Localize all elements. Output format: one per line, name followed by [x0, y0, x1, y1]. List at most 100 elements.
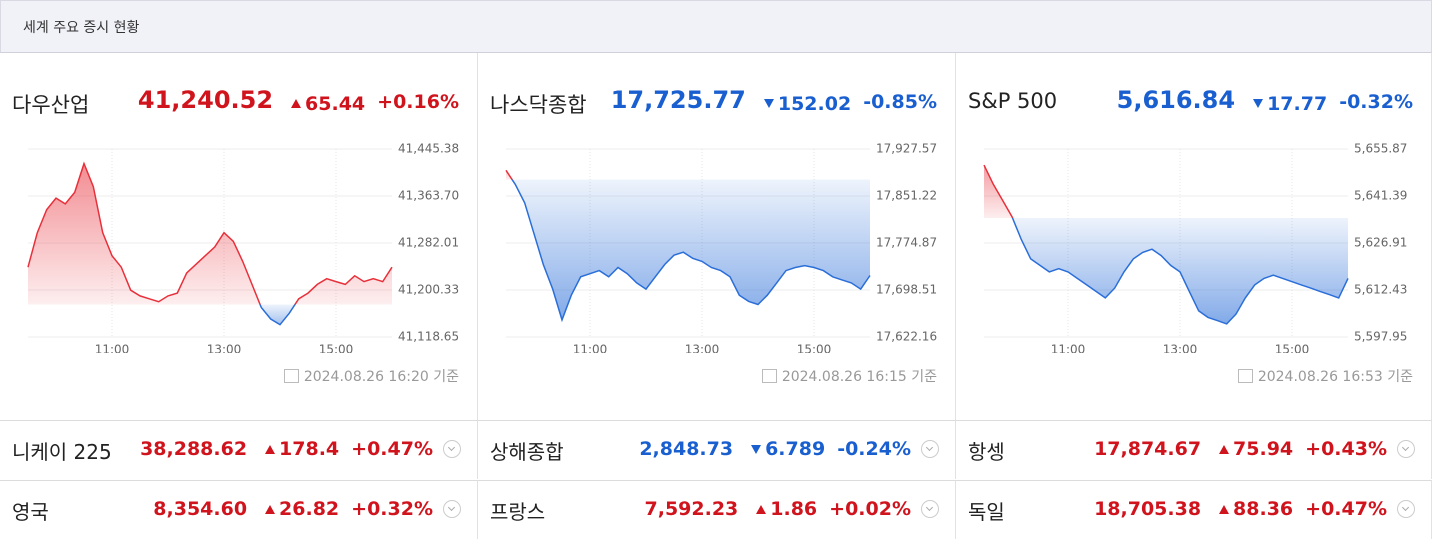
- market-change: 75.94: [1219, 438, 1293, 460]
- index-change: 152.02: [763, 92, 852, 115]
- market-quote: 38,288.62 178.4 +0.47%: [140, 438, 461, 460]
- market-change: 88.36: [1219, 498, 1293, 520]
- expand-button[interactable]: [1397, 500, 1415, 518]
- market-row: 프랑스 7,592.23 1.86 +0.02%: [478, 480, 956, 539]
- update-time: 2024.08.26 16:53 기준: [1237, 366, 1413, 386]
- change-value: 75.94: [1233, 438, 1294, 460]
- y-tick-label: 17,851.22: [876, 188, 937, 202]
- market-name: 독일: [968, 500, 1005, 524]
- market-price: 8,354.60: [153, 498, 248, 520]
- direction-arrow: [265, 504, 276, 514]
- expand-button[interactable]: [921, 500, 939, 518]
- market-quote: 2,848.73 6.789 -0.24%: [639, 438, 939, 460]
- x-tick-label: 15:00: [797, 343, 832, 354]
- expand-button[interactable]: [1397, 440, 1415, 458]
- market-row: 니케이 225 38,288.62 178.4 +0.47%: [0, 420, 478, 479]
- expand-button[interactable]: [443, 440, 461, 458]
- x-tick-label: 11:00: [1051, 343, 1086, 354]
- line: [27, 161, 393, 326]
- x-tick-label: 13:00: [685, 343, 720, 354]
- market-price: 38,288.62: [140, 438, 248, 460]
- market-price: 18,705.38: [1094, 498, 1202, 520]
- market-quote: 17,874.67 75.94 +0.43%: [1094, 438, 1415, 460]
- update-text: 2024.08.26 16:53 기준: [1257, 369, 1413, 385]
- change-percent: -0.24%: [837, 438, 911, 460]
- index-name: 나스닥종합: [490, 93, 587, 117]
- change-percent: +0.32%: [351, 498, 433, 520]
- change-percent: +0.16%: [377, 91, 459, 113]
- calendar-icon: [761, 369, 777, 383]
- change-value: 6.789: [765, 438, 826, 460]
- change-percent: +0.02%: [829, 498, 911, 520]
- change-value: 152.02: [777, 92, 852, 115]
- y-tick-label: 41,445.38: [398, 142, 459, 156]
- y-tick-label: 17,698.51: [876, 283, 937, 297]
- y-tick-label: 5,612.43: [1354, 283, 1407, 297]
- change-value: 65.44: [305, 92, 366, 115]
- index-change: 65.44: [291, 93, 365, 115]
- y-tick-label: 41,118.65: [398, 330, 459, 344]
- market-name: 니케이 225: [12, 440, 112, 464]
- y-tick-label: 17,622.16: [876, 330, 937, 344]
- index-price: 17,725.77: [610, 86, 746, 114]
- index-panel: 나스닥종합 17,725.77 152.02 -0.85% 2024.08.26 16:…: [478, 53, 956, 420]
- market-row: 항셍 17,874.67 75.94 +0.43%: [956, 420, 1432, 479]
- index-panel: S&P 500 5,616.84 17.77 -0.32% 2024.08.26 16:…: [956, 53, 1432, 420]
- update-text: 2024.08.26 16:15 기준: [781, 369, 937, 385]
- market-price: 2,848.73: [639, 438, 734, 460]
- y-tick-label: 5,655.87: [1354, 142, 1407, 156]
- header-title: 세계 주요 증시 현황: [23, 20, 140, 36]
- market-change: 26.82: [265, 498, 339, 520]
- direction-arrow: [291, 99, 302, 108]
- direction-arrow: [1219, 444, 1230, 454]
- index-price: 5,616.84: [1116, 86, 1236, 114]
- direction-arrow: [751, 444, 762, 454]
- y-tick-label: 5,597.95: [1354, 330, 1407, 344]
- calendar-icon: [1237, 369, 1253, 383]
- market-quote: 8,354.60 26.82 +0.32%: [153, 498, 461, 520]
- index-quote: 17,725.77 152.02 -0.85%: [611, 86, 937, 115]
- market-row: 상해종합 2,848.73 6.789 -0.24%: [478, 420, 956, 479]
- area: [984, 165, 1348, 324]
- y-tick-label: 5,641.39: [1354, 189, 1407, 203]
- change-percent: +0.43%: [1305, 438, 1387, 460]
- change-percent: -0.32%: [1339, 91, 1413, 113]
- change-value: 88.36: [1233, 498, 1294, 520]
- chart: 41,445.38 41,363.70 41,282.01 41,200.33 41,1…: [27, 142, 459, 354]
- index-change: 17.77: [1253, 93, 1327, 115]
- y-tick-label: 17,774.87: [876, 235, 937, 249]
- x-tick-label: 11:00: [95, 343, 130, 354]
- line: [505, 169, 871, 323]
- change-value: 26.82: [279, 498, 340, 520]
- market-price: 7,592.23: [644, 498, 739, 520]
- chart: 17,927.57 17,851.22 17,774.87 17,698.51 17,6…: [505, 142, 937, 354]
- change-percent: +0.47%: [351, 438, 433, 460]
- x-tick-label: 15:00: [319, 343, 354, 354]
- y-tick-label: 17,927.57: [876, 142, 937, 156]
- index-quote: 5,616.84 17.77 -0.32%: [1117, 86, 1413, 115]
- change-value: 17.77: [1267, 92, 1328, 115]
- y-tick-label: 41,363.70: [398, 188, 459, 202]
- y-tick-label: 41,282.01: [398, 236, 459, 250]
- market-row: 영국 8,354.60 26.82 +0.32%: [0, 480, 478, 539]
- x-tick-label: 15:00: [1275, 343, 1310, 354]
- y-tick-label: 5,626.91: [1354, 236, 1407, 250]
- update-time: 2024.08.26 16:15 기준: [761, 366, 937, 386]
- index-quote: 41,240.52 65.44 +0.16%: [138, 86, 459, 115]
- expand-button[interactable]: [443, 500, 461, 518]
- index-name: S&P 500: [968, 89, 1058, 113]
- update-time: 2024.08.26 16:20 기준: [283, 366, 459, 386]
- direction-arrow: [763, 99, 774, 108]
- expand-button[interactable]: [921, 440, 939, 458]
- market-change: 178.4: [265, 438, 339, 460]
- market-name: 영국: [12, 500, 49, 524]
- market-name: 항셍: [968, 440, 1005, 464]
- change-value: 1.86: [770, 498, 818, 520]
- market-change: 1.86: [756, 498, 817, 520]
- x-tick-label: 13:00: [207, 343, 242, 354]
- change-percent: -0.85%: [863, 91, 937, 113]
- direction-arrow: [1219, 504, 1230, 514]
- header: 세계 주요 증시 현황: [0, 0, 1432, 53]
- area: [28, 163, 392, 325]
